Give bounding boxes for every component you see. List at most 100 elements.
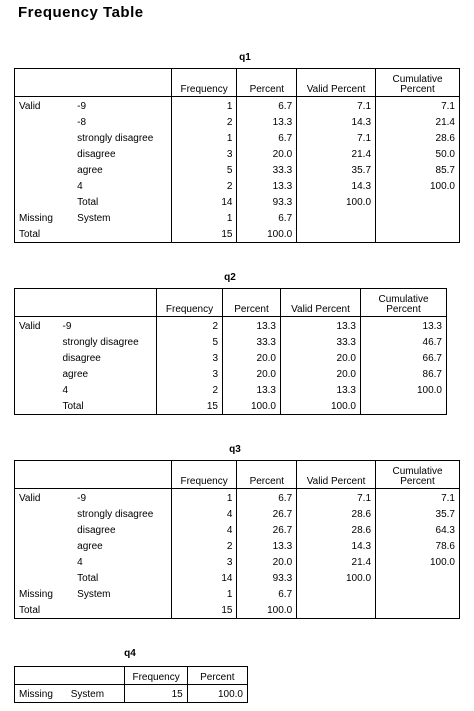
cell-value: 1: [170, 96, 237, 114]
cell-value: 13.3: [360, 316, 447, 334]
header-frequency-text: Frequency: [165, 304, 214, 315]
cell-value: 15: [124, 684, 188, 703]
cell-value: 1: [170, 488, 237, 506]
header-percent: Percent: [236, 68, 298, 97]
table-row: -8 2 13.3 14.3 21.4: [14, 114, 460, 130]
row-category-label: strongly disagree: [62, 337, 139, 348]
cell-value: 3: [156, 366, 223, 382]
header-stub: [66, 666, 126, 685]
page-title: Frequency Table: [18, 4, 144, 21]
cell-value: 2: [156, 382, 223, 398]
header-frequency: Frequency: [156, 288, 223, 317]
cell-value: 93.3: [236, 194, 297, 210]
row-group-label: [14, 570, 74, 586]
table-row: 4 2 13.3 13.3 100.0: [14, 382, 447, 398]
cell-value: 100.0: [296, 570, 376, 586]
cell-value: 15: [170, 602, 237, 619]
row-group-label: [14, 334, 59, 350]
row-category-label: System: [77, 213, 111, 224]
cell-value: 93.3: [236, 570, 297, 586]
cell-value: 33.3: [222, 334, 281, 350]
table-row: Missing System 1 6.7: [14, 586, 460, 602]
cell-value: 14.3: [296, 178, 376, 194]
cell-value: 28.6: [296, 506, 376, 522]
cell-value: 6.7: [236, 96, 297, 114]
row-group-label: Missing: [14, 210, 74, 226]
table-row: Total 14 93.3 100.0: [14, 194, 460, 210]
cell-value: [375, 570, 460, 586]
cell-value: 20.0: [236, 554, 297, 570]
cell-value: 3: [170, 146, 237, 162]
row-group-label: [14, 538, 74, 554]
frequency-table-q1: Frequency Percent Valid Percent Cumulative P…: [14, 68, 460, 243]
cell-value: 100.0: [186, 684, 249, 703]
table-row: strongly disagree 5 33.3 33.3 46.7: [14, 334, 447, 350]
row-category-label: strongly disagree: [77, 509, 154, 520]
cell-value: 1: [170, 586, 237, 602]
cell-value: 6.7: [236, 130, 297, 146]
row-category-label: agree: [77, 541, 103, 552]
cell-value: 3: [170, 554, 237, 570]
row-group-label: [14, 178, 74, 194]
row-group-label: [14, 146, 74, 162]
cell-value: 50.0: [375, 146, 460, 162]
cell-value: 100.0: [222, 398, 281, 415]
cell-value: 4: [170, 506, 237, 522]
table-title-q3: q3: [229, 444, 241, 455]
cell-value: 1: [170, 130, 237, 146]
row-category-label: strongly disagree: [77, 133, 154, 144]
header-percent: Percent: [222, 288, 281, 317]
row-group-label: [14, 114, 74, 130]
header-row: Frequency Percent: [13, 666, 249, 685]
row-category-label: Total: [77, 573, 99, 584]
cell-value: 14.3: [296, 538, 376, 554]
header-cumulative-percent: Cumulative Percent: [375, 68, 460, 97]
cell-value: 20.0: [280, 350, 361, 366]
cell-value: 21.4: [375, 114, 460, 130]
header-stub: [14, 68, 74, 97]
cell-value: 100.0: [280, 398, 361, 415]
table-row: Valid -9 1 6.7 7.1 7.1: [14, 488, 460, 506]
cell-value: 14.3: [296, 114, 376, 130]
row-group-label: [14, 162, 74, 178]
header-cumulative-percent-text: Cumulative: [392, 74, 443, 85]
cell-value: 100.0: [360, 382, 447, 398]
cell-value: 28.6: [375, 130, 460, 146]
cell-value: 85.7: [375, 162, 460, 178]
header-row: Frequency Percent Valid Percent Cumulative P…: [14, 460, 460, 489]
row-group-label: [14, 522, 74, 538]
cell-value: 100.0: [375, 554, 460, 570]
row-group-label: Valid: [14, 316, 59, 334]
cell-value: [296, 602, 376, 619]
header-stub: [58, 288, 157, 317]
table-row: Total 15 100.0: [14, 226, 460, 243]
cell-value: 15: [156, 398, 223, 415]
row-group-label: [14, 366, 59, 382]
header-cumulative-percent-text: Percent: [400, 476, 435, 487]
header-stub: [73, 460, 172, 489]
row-category-label: -9: [77, 101, 87, 112]
cell-value: 66.7: [360, 350, 447, 366]
table-row: Missing System 15 100.0: [13, 684, 249, 703]
header-percent-text: Percent: [249, 476, 285, 487]
header-cumulative-percent-text: Percent: [400, 84, 435, 95]
cell-value: [296, 226, 376, 243]
cell-value: [375, 586, 460, 602]
row-group-label: Missing: [14, 586, 74, 602]
header-frequency: Frequency: [170, 68, 238, 97]
cell-value: 7.1: [375, 96, 460, 114]
header-cumulative-percent: Cumulative Percent: [375, 460, 460, 489]
row-group-label: Total: [14, 602, 74, 619]
row-category-label: System: [77, 589, 111, 600]
cell-value: [296, 210, 376, 226]
table-row: disagree 3 20.0 20.0 66.7: [14, 350, 447, 366]
row-category-label: Total: [58, 398, 157, 415]
header-row: Frequency Percent Valid Percent Cumulative P…: [14, 68, 460, 97]
row-category-label: System: [66, 684, 125, 703]
table-row: Missing System 1 6.7: [14, 210, 460, 226]
header-percent: Percent: [186, 666, 249, 685]
cell-value: 7.1: [375, 488, 460, 506]
cell-value: 20.0: [280, 366, 361, 382]
row-category-label: 4: [77, 181, 83, 192]
row-group-label: Valid: [14, 96, 74, 114]
